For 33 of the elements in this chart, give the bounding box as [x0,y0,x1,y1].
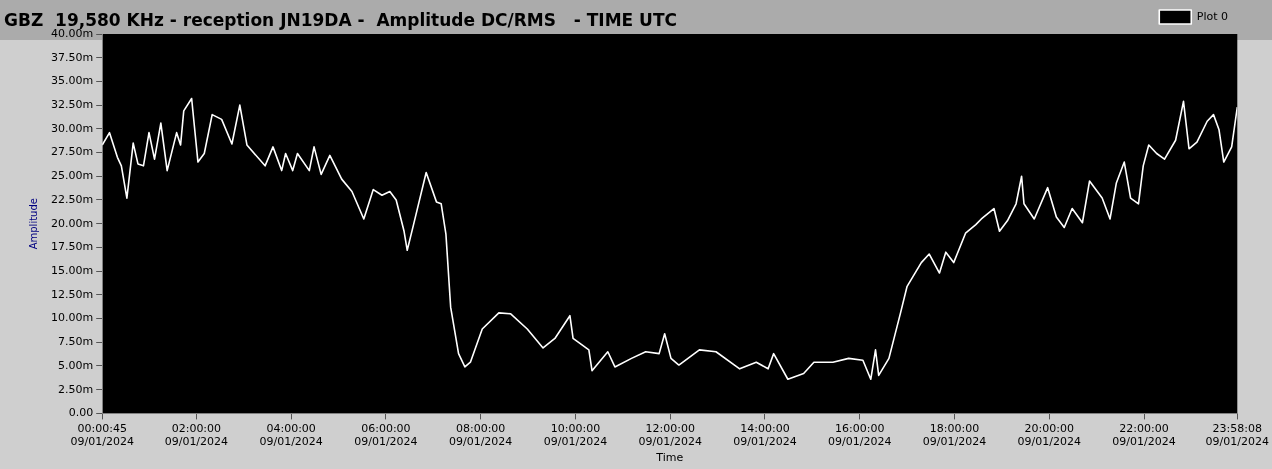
y-tick-label: 7.50m [57,335,94,349]
x-tick-label: 10:00:00 09/01/2024 [543,421,608,449]
y-tick-label: 30.00m [50,121,94,135]
y-tick-label: 12.50m [50,287,94,301]
y-tick-label: 2.50m [57,382,94,396]
y-axis-title: Amplitude [27,198,39,250]
y-tick-label: 25.00m [50,169,94,183]
y-tick-label: 20.00m [50,216,94,230]
y-tick-label: 27.50m [50,145,94,159]
chart-title: GBZ 19,580 KHz - reception JN19DA - Amplitude DC/RMS - TIME UTC [4,10,677,30]
x-tick-label: 14:00:00 09/01/2024 [733,421,797,449]
x-tick-label: 04:00:00 09/01/2024 [259,421,323,449]
y-tick-label: 22.50m [50,192,94,206]
x-tick-label: 23:58:08 09/01/2024 [1205,421,1269,449]
x-tick-label: 22:00:00 09/01/2024 [1112,421,1176,449]
y-tick-label: 17.50m [50,240,94,254]
y-tick-label: 10.00m [50,311,94,325]
y-tick-label: 5.00m [57,358,94,372]
y-tick-label: 0.00 [68,406,94,420]
y-tick-label: 37.50m [50,50,94,64]
x-tick-label: 00:00:45 09/01/2024 [70,421,134,449]
x-tick-label: 18:00:00 09/01/2024 [922,421,987,449]
y-tick-label: 32.50m [50,98,94,111]
x-tick-label: 16:00:00 09/01/2024 [828,421,892,449]
x-tick-label: 02:00:00 09/01/2024 [164,421,229,449]
legend-label: Plot 0 [1196,9,1229,23]
x-axis-title: Time [655,451,684,465]
x-tick-label: 12:00:00 09/01/2024 [638,421,702,449]
x-tick-label: 20:00:00 09/01/2024 [1017,421,1081,449]
x-tick-label: 08:00:00 09/01/2024 [448,421,513,449]
y-tick-label: 35.00m [50,74,94,88]
x-tick-label: 06:00:00 09/01/2024 [354,421,418,449]
y-tick-label: 15.00m [50,263,94,277]
